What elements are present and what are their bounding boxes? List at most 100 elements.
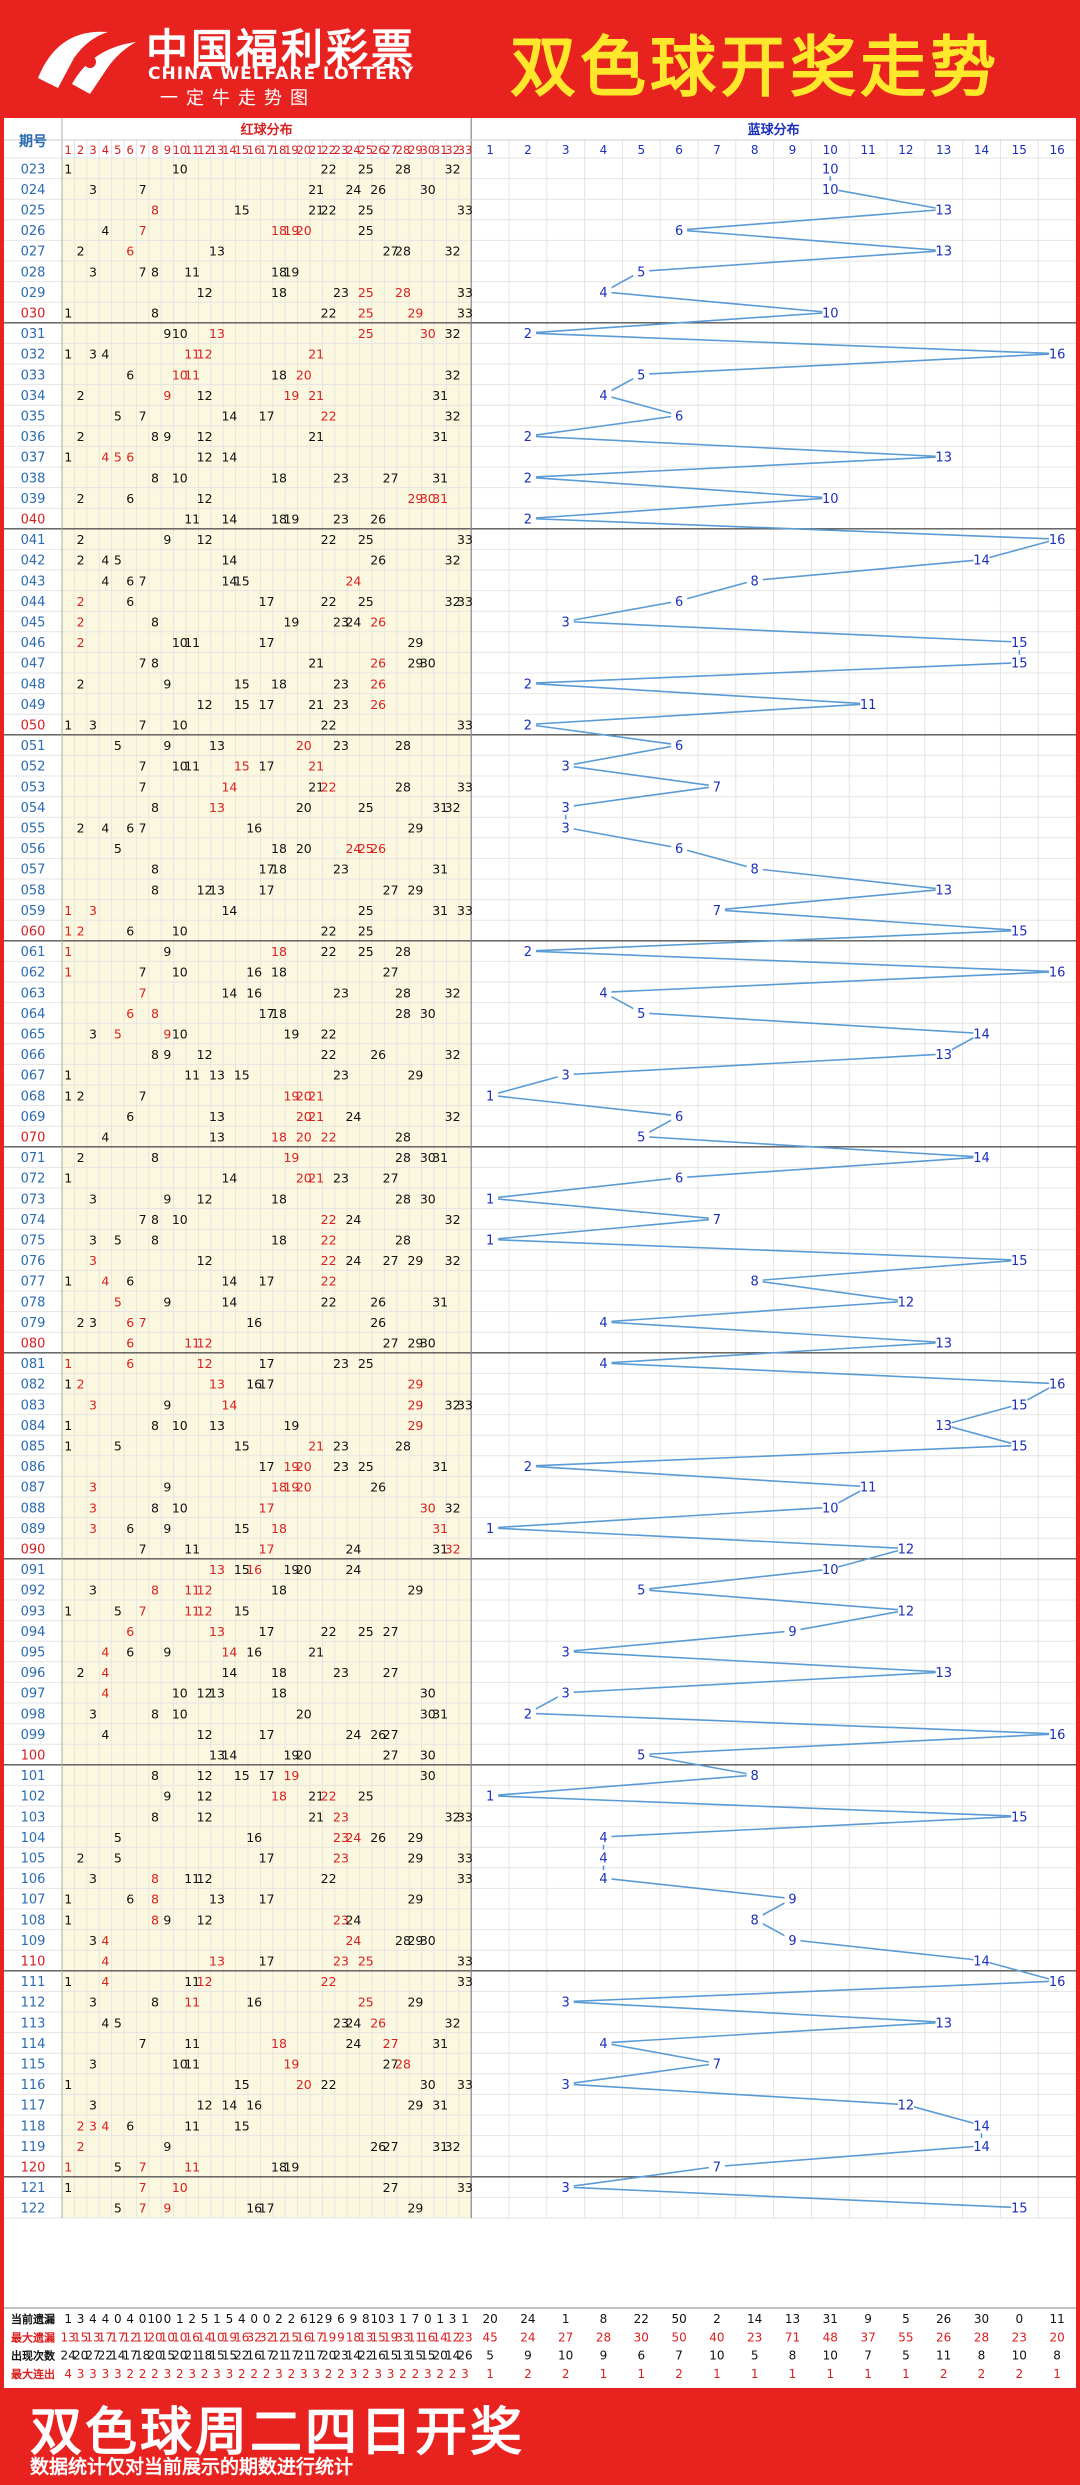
blue-ball-backdrop	[557, 2179, 574, 2196]
blue-ball-backdrop	[671, 222, 688, 239]
stat-red-value: 6	[300, 2312, 308, 2326]
blue-ball-backdrop	[557, 1993, 574, 2010]
issue-number: 099	[21, 1728, 46, 1743]
issue-number: 026	[21, 224, 46, 239]
red-ball-value: 10	[172, 1027, 188, 1042]
red-ball-value: 10	[172, 367, 188, 382]
red-ball-value: 18	[271, 1583, 287, 1598]
red-ball-value: 16	[246, 985, 262, 1000]
stat-red-value: 9	[350, 2312, 358, 2326]
red-ball-value: 5	[114, 2201, 122, 2216]
stat-blue-value: 50	[671, 2330, 686, 2344]
issue-number: 104	[21, 1831, 46, 1846]
red-number-header: 12	[197, 143, 212, 157]
red-ball-value: 6	[126, 1315, 134, 1330]
red-ball-value: 1	[64, 450, 72, 465]
red-ball-value: 28	[395, 779, 411, 794]
blue-ball-value: 13	[935, 1048, 952, 1063]
blue-ball-value: 13	[935, 1419, 952, 1434]
blue-ball-value: 14	[973, 554, 990, 569]
stat-red-value: 32	[247, 2330, 262, 2344]
stat-red-value: 3	[312, 2367, 320, 2381]
red-ball-value: 17	[259, 1542, 275, 1557]
stat-blue-value: 1	[562, 2312, 570, 2326]
red-ball-value: 32	[445, 1253, 461, 1268]
red-ball-value: 13	[209, 1954, 225, 1969]
red-ball-value: 2	[77, 676, 85, 691]
red-ball-value: 1	[64, 965, 72, 980]
stat-red-value: 33	[395, 2330, 410, 2344]
blue-ball-value: 3	[562, 1646, 570, 1661]
red-ball-value: 25	[358, 1356, 374, 1371]
red-ball-value: 8	[151, 1150, 159, 1165]
blue-ball-value: 9	[788, 1625, 796, 1640]
red-ball-value: 31	[432, 1459, 448, 1474]
stat-red-value: 0	[263, 2312, 271, 2326]
stat-red-value: 14	[197, 2330, 212, 2344]
red-ball-value: 13	[209, 244, 225, 259]
red-ball-value: 8	[151, 429, 159, 444]
red-ball-value: 20	[296, 738, 312, 753]
red-ball-value: 6	[126, 924, 134, 939]
red-ball-value: 18	[271, 1665, 287, 1680]
red-ball-value: 2	[77, 1088, 85, 1103]
red-ball-value: 33	[457, 203, 473, 218]
red-ball-value: 22	[321, 944, 337, 959]
red-ball-value: 1	[64, 306, 72, 321]
blue-ball-value: 15	[1011, 2202, 1028, 2217]
blue-ball-value: 12	[898, 1543, 915, 1558]
red-ball-value: 4	[101, 573, 109, 588]
blue-ball-backdrop	[519, 675, 536, 692]
red-ball-value: 15	[234, 203, 250, 218]
stat-red-value: 1	[436, 2312, 444, 2326]
blue-ball-value: 16	[1049, 348, 1066, 363]
red-ball-value: 1	[64, 2180, 72, 2195]
red-ball-value: 25	[358, 1789, 374, 1804]
blue-ball-backdrop	[897, 2096, 914, 2113]
blue-ball-value: 4	[599, 1357, 607, 1372]
blue-ball-value: 12	[898, 1604, 915, 1619]
issue-number: 048	[21, 677, 46, 692]
red-number-header: 17	[259, 143, 274, 157]
blue-ball-value: 6	[675, 410, 683, 425]
red-ball-value: 15	[234, 2118, 250, 2133]
issue-number: 028	[21, 265, 46, 280]
red-ball-value: 27	[383, 2036, 399, 2051]
blue-ball-value: 10	[822, 1501, 839, 1516]
stat-blue-value: 6	[637, 2349, 645, 2363]
red-ball-value: 33	[457, 306, 473, 321]
red-ball-value: 28	[395, 285, 411, 300]
stat-red-value: 3	[188, 2367, 196, 2381]
red-ball-value: 7	[139, 182, 147, 197]
red-ball-value: 1	[64, 1912, 72, 1927]
red-ball-value: 20	[296, 1459, 312, 1474]
red-ball-value: 8	[151, 1212, 159, 1227]
red-ball-value: 3	[89, 1871, 97, 1886]
red-ball-value: 23	[333, 615, 349, 630]
red-ball-value: 25	[358, 1624, 374, 1639]
blue-ball-value: 16	[1049, 533, 1066, 548]
red-ball-value: 1	[64, 2077, 72, 2092]
stat-red-value: 24	[61, 2349, 76, 2363]
blue-ball-backdrop	[1011, 1437, 1028, 1454]
blue-ball-value: 9	[788, 1934, 796, 1949]
red-ball-value: 16	[246, 1562, 262, 1577]
issue-number: 077	[21, 1275, 46, 1290]
red-number-header: 7	[139, 143, 146, 157]
red-ball-value: 10	[172, 1500, 188, 1515]
red-ball-value: 8	[151, 1500, 159, 1515]
red-ball-value: 18	[271, 841, 287, 856]
red-ball-value: 17	[259, 1274, 275, 1289]
red-ball-value: 7	[139, 264, 147, 279]
blue-ball-value: 12	[898, 1295, 915, 1310]
blue-ball-backdrop	[1049, 345, 1066, 362]
blue-ball-backdrop	[935, 1664, 952, 1681]
issue-header: 期号	[19, 134, 47, 150]
blue-ball-value: 4	[599, 1831, 607, 1846]
red-ball-value: 28	[395, 738, 411, 753]
red-ball-value: 7	[139, 573, 147, 588]
red-ball-value: 22	[321, 161, 337, 176]
red-ball-value: 4	[101, 1274, 109, 1289]
blue-ball-value: 11	[860, 1481, 877, 1496]
red-ball-value: 26	[370, 1047, 386, 1062]
